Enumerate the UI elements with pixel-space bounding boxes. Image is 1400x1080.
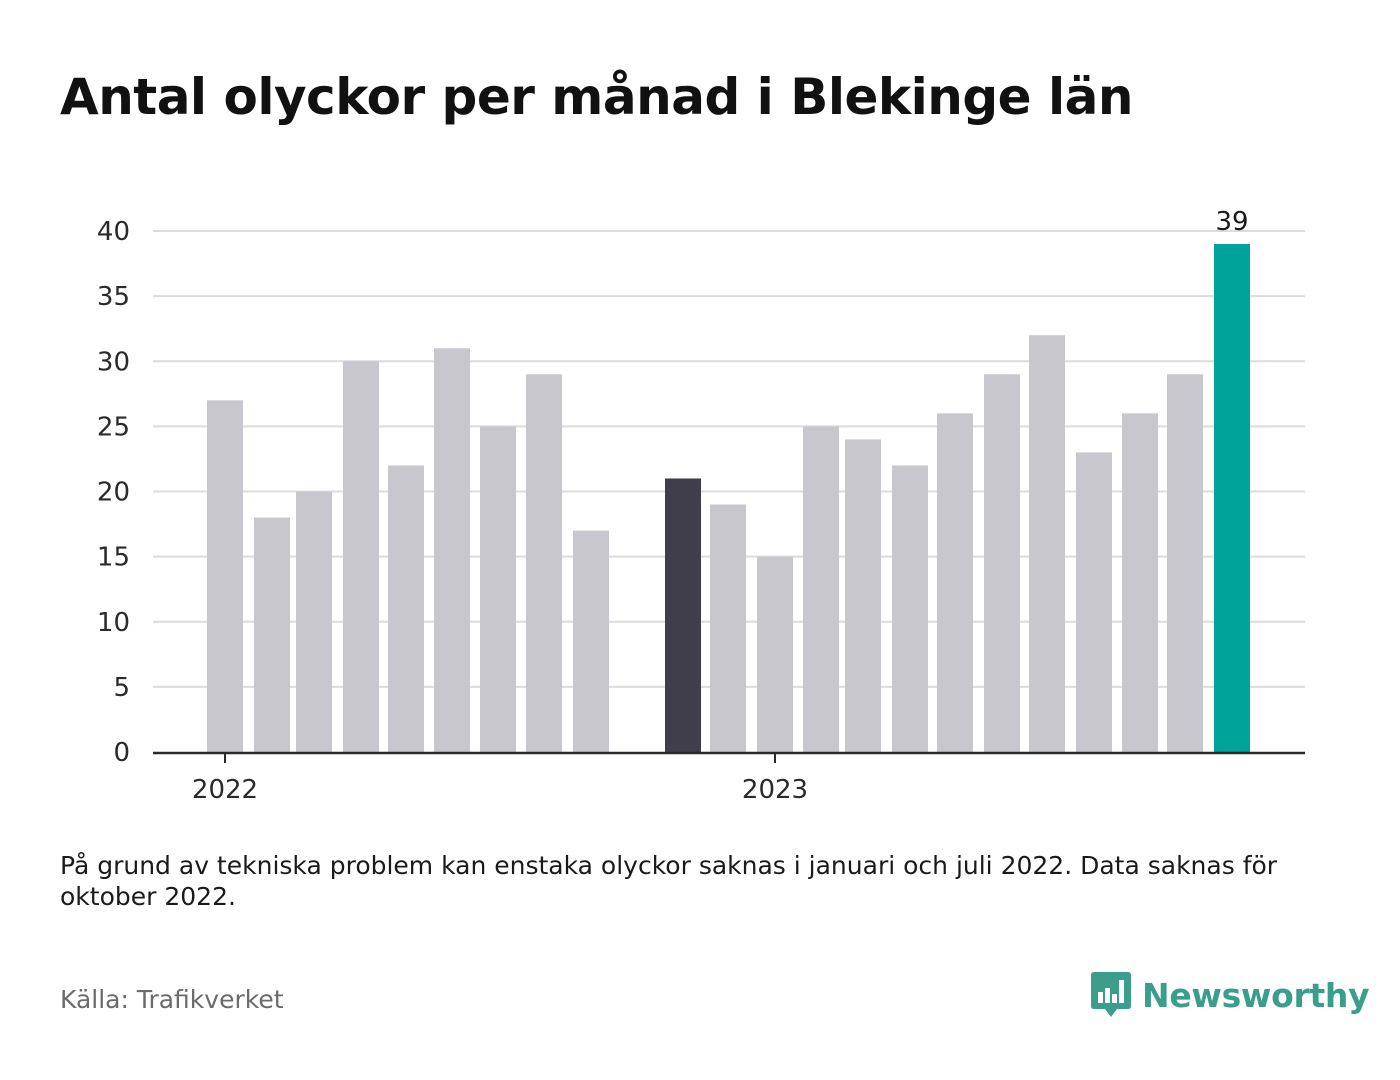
bar [937, 413, 973, 752]
bar [757, 556, 793, 752]
y-tick-label: 20 [97, 478, 130, 508]
y-axis-ticks: 0 5 10 15 20 25 30 35 40 [97, 217, 130, 768]
bar [892, 465, 928, 752]
bar [1167, 374, 1203, 752]
bar [480, 426, 516, 752]
chart-note: På grund av tekniska problem kan enstaka… [60, 851, 1278, 911]
newsworthy-logo[interactable]: Newsworthy [1090, 970, 1370, 1020]
y-tick-label: 10 [97, 608, 130, 638]
bar [710, 504, 746, 752]
y-tick-label: 35 [97, 282, 130, 312]
bar-chart: 0 5 10 15 20 25 30 35 40 39 2022 2023 [97, 207, 1305, 805]
bar [207, 400, 243, 752]
bar [296, 491, 332, 752]
bar [984, 374, 1020, 752]
bar [343, 361, 379, 752]
bar [1029, 335, 1065, 752]
source-credit: Källa: Trafikverket [60, 985, 284, 1014]
bar [1214, 244, 1250, 752]
data-labels: 39 [1215, 207, 1248, 237]
x-axis: 2022 2023 [153, 751, 1305, 805]
newsworthy-logo-text: Newsworthy [1142, 975, 1370, 1015]
bar [434, 348, 470, 752]
y-tick-label: 5 [113, 673, 130, 703]
y-tick-label: 30 [97, 347, 130, 377]
y-tick-label: 15 [97, 543, 130, 573]
x-tick-label: 2022 [192, 775, 258, 805]
y-tick-label: 25 [97, 412, 130, 442]
bar [526, 374, 562, 752]
bars [207, 244, 1250, 752]
y-tick-label: 40 [97, 217, 130, 247]
y-tick-label: 0 [113, 738, 130, 768]
data-label: 39 [1215, 207, 1248, 237]
bar [845, 439, 881, 752]
bar [1122, 413, 1158, 752]
x-tick-label: 2023 [742, 775, 808, 805]
page-title: Antal olyckor per månad i Blekinge län [60, 68, 1133, 126]
bar [254, 517, 290, 752]
bar [1076, 452, 1112, 752]
bar [573, 530, 609, 752]
bar [665, 478, 701, 752]
newsworthy-logo-icon [1091, 972, 1131, 1017]
bar [803, 426, 839, 752]
bar [388, 465, 424, 752]
